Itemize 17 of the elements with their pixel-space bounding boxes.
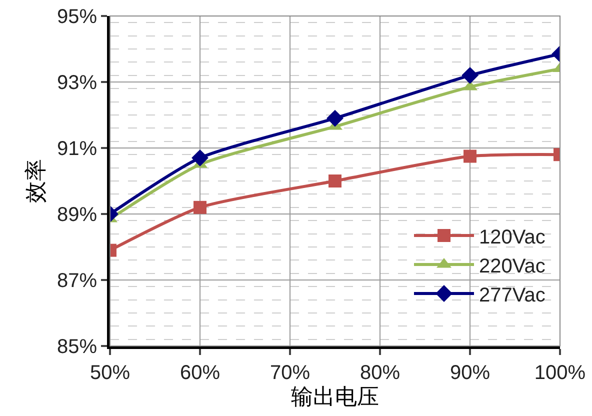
x-tick-label: 50% [90,362,130,384]
y-tick-label: 85% [56,336,98,358]
y-axis-title: 效率 [22,159,48,203]
y-tick-label: 89% [56,204,98,226]
legend-label: 120Vac [479,226,546,248]
y-tick-label: 91% [56,138,98,160]
y-tick-label: 87% [56,270,98,292]
y-tick-label: 93% [56,72,98,94]
y-tick-label: 95% [56,6,98,28]
x-tick-label: 80% [360,362,400,384]
x-tick-label: 90% [450,362,490,384]
x-tick-label: 60% [180,362,220,384]
x-axis-title: 输出电压 [291,384,379,409]
legend-label: 220Vac [479,255,546,278]
x-tick-label: 70% [270,362,310,384]
legend-label: 277Vac [479,284,546,306]
x-tick-label: 100% [534,362,586,384]
